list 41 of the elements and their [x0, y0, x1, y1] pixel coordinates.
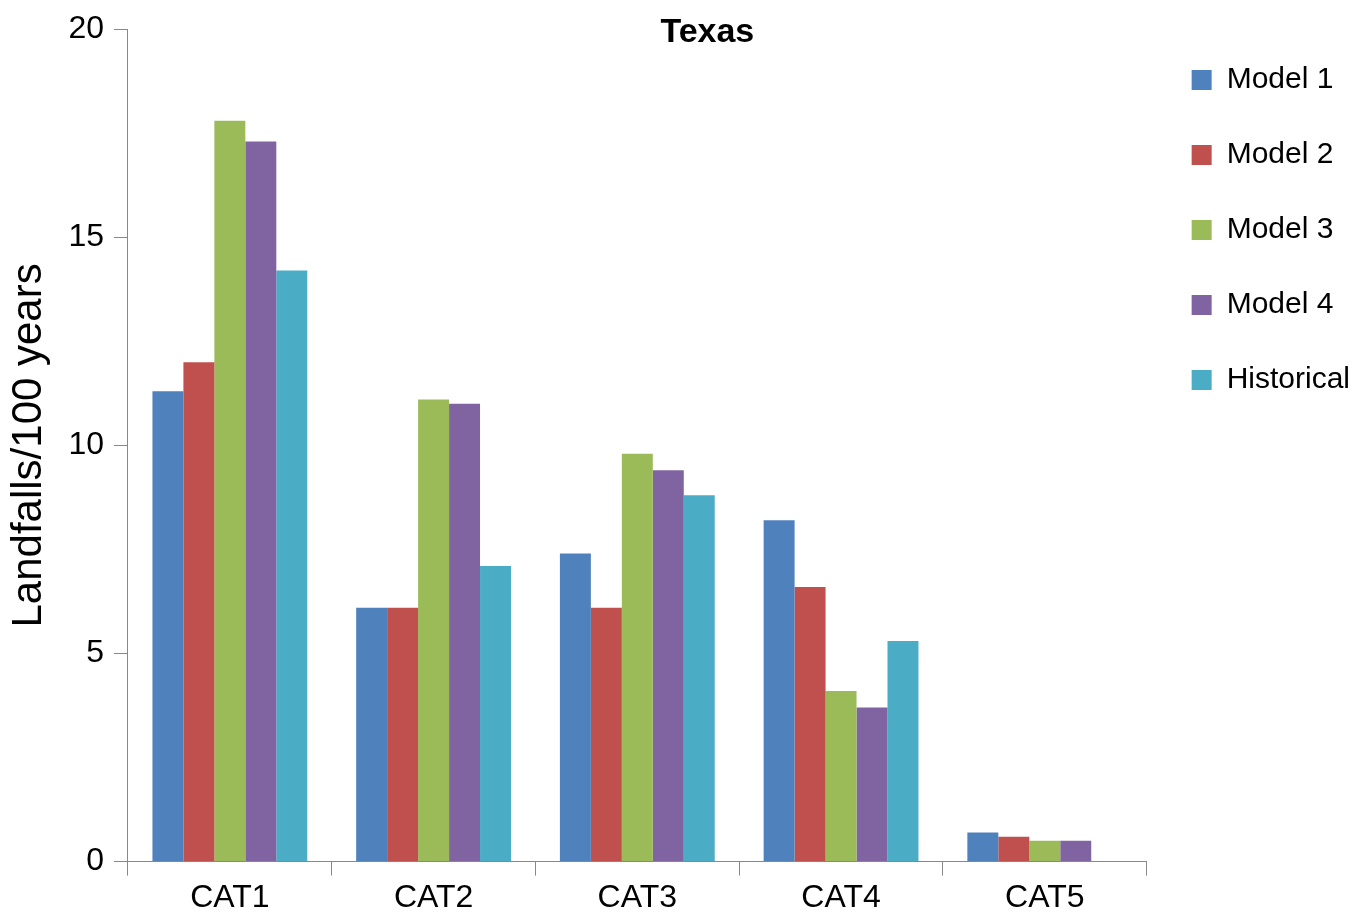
bar	[683, 495, 715, 862]
bar	[1029, 840, 1061, 862]
y-tick-label: 15	[68, 217, 104, 254]
bar	[998, 836, 1030, 862]
bar	[621, 453, 653, 862]
y-tick-label: 20	[68, 9, 104, 46]
y-tick-label: 10	[68, 425, 104, 462]
bar	[559, 553, 591, 862]
legend-label: Model 2	[1226, 136, 1334, 170]
y-axis-title: Landfalls/100 years	[2, 263, 50, 628]
x-tick-label: CAT4	[801, 877, 881, 914]
bar	[652, 470, 684, 862]
x-tick-label: CAT5	[1005, 877, 1085, 914]
bar	[214, 120, 246, 862]
bar	[449, 403, 481, 862]
legend-label: Historical	[1226, 361, 1350, 395]
y-tick-label: 0	[86, 841, 104, 878]
bar	[356, 607, 388, 862]
bar	[245, 141, 277, 862]
x-tick-label: CAT1	[190, 877, 270, 914]
bar	[856, 707, 888, 862]
chart-title: Texas	[660, 11, 755, 50]
bar	[480, 566, 512, 862]
bar	[887, 641, 919, 862]
bar	[967, 832, 999, 862]
bar	[590, 607, 622, 862]
bar	[183, 362, 215, 862]
bar	[276, 270, 308, 862]
bar	[763, 520, 795, 862]
legend-label: Model 1	[1226, 61, 1334, 95]
bar	[387, 607, 419, 862]
bar	[152, 391, 184, 862]
y-tick-label: 5	[86, 633, 104, 670]
bar	[418, 399, 450, 862]
bar	[825, 690, 857, 862]
legend-label: Model 3	[1226, 211, 1334, 245]
legend-label: Model 4	[1226, 286, 1334, 320]
x-tick-label: CAT2	[393, 877, 474, 914]
x-tick-label: CAT3	[597, 877, 678, 914]
bar	[794, 586, 826, 862]
bar	[1060, 840, 1092, 862]
